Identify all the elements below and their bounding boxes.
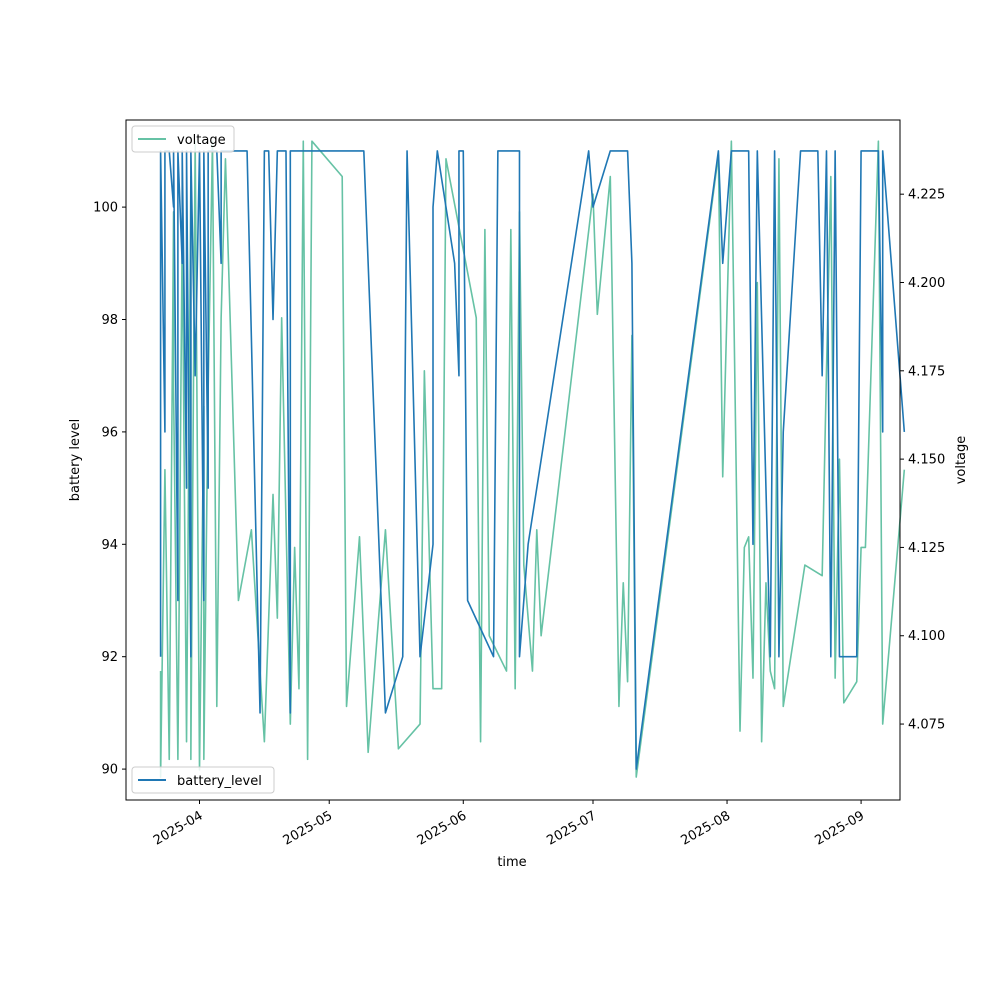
y-tick-label: 92 — [101, 650, 118, 665]
legend-label-battery-level: battery_level — [177, 774, 262, 789]
series-line-battery-level — [159, 150, 906, 770]
legend-box — [131, 766, 275, 794]
y2-tick-label: 4.100 — [908, 629, 945, 644]
x-axis-title: time — [497, 855, 526, 870]
y2-tick-label: 4.150 — [908, 453, 945, 468]
y-tick-label: 98 — [101, 313, 118, 328]
legend-battery-level: battery_level — [131, 766, 275, 794]
series-layer — [159, 140, 906, 778]
y-tick-label: 96 — [101, 425, 118, 440]
legend-label-voltage: voltage — [177, 133, 226, 148]
y-tick-label: 94 — [101, 538, 118, 553]
y-tick-label: 100 — [93, 201, 118, 216]
y2-tick-label: 4.125 — [908, 541, 945, 556]
plot-frame — [125, 119, 901, 801]
y2-tick-label: 4.200 — [908, 276, 945, 291]
legend-box — [131, 125, 235, 153]
y2-axis-title: voltage — [954, 436, 969, 485]
y2-tick-label: 4.075 — [908, 718, 945, 733]
y-axis-right: 4.075 4.100 4.125 4.150 4.175 4.200 4.225 — [900, 188, 945, 733]
y-tick-label: 90 — [101, 763, 118, 778]
legend-voltage: voltage — [131, 125, 235, 153]
y2-tick-label: 4.175 — [908, 364, 945, 379]
y-axis-left: 90 92 94 96 98 100 — [93, 201, 126, 778]
y-axis-title: battery level — [68, 419, 83, 502]
y2-tick-label: 4.225 — [908, 188, 945, 203]
